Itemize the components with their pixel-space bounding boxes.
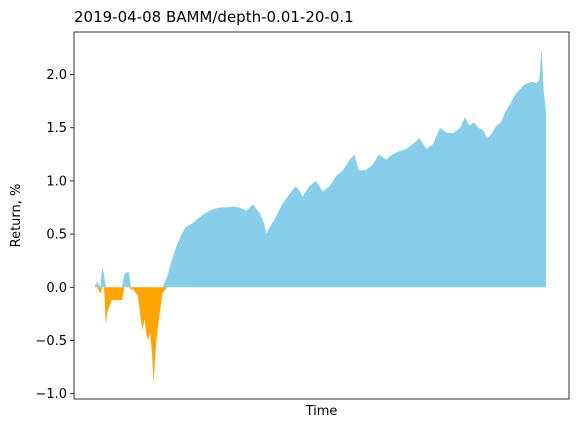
negative-area (95, 287, 546, 384)
x-axis-label: Time (305, 404, 338, 419)
y-tick-label: 1.0 (46, 174, 67, 189)
y-axis-label: Return, % (9, 184, 24, 248)
positive-area (95, 47, 546, 288)
area-layer (95, 47, 546, 384)
y-tick-label: −0.5 (35, 334, 67, 349)
chart-title: 2019-04-08 BAMM/depth-0.01-20-0.1 (74, 8, 354, 26)
y-axis-ticks: −1.0 −0.5 0.0 0.5 1.0 1.5 2.0 (35, 68, 74, 402)
y-tick-label: 1.5 (46, 121, 67, 136)
y-tick-label: 0.0 (46, 281, 67, 296)
y-tick-label: 0.5 (46, 228, 67, 243)
plot-frame (73, 31, 570, 400)
y-tick-label: −1.0 (35, 387, 67, 402)
y-tick-label: 2.0 (46, 68, 67, 83)
